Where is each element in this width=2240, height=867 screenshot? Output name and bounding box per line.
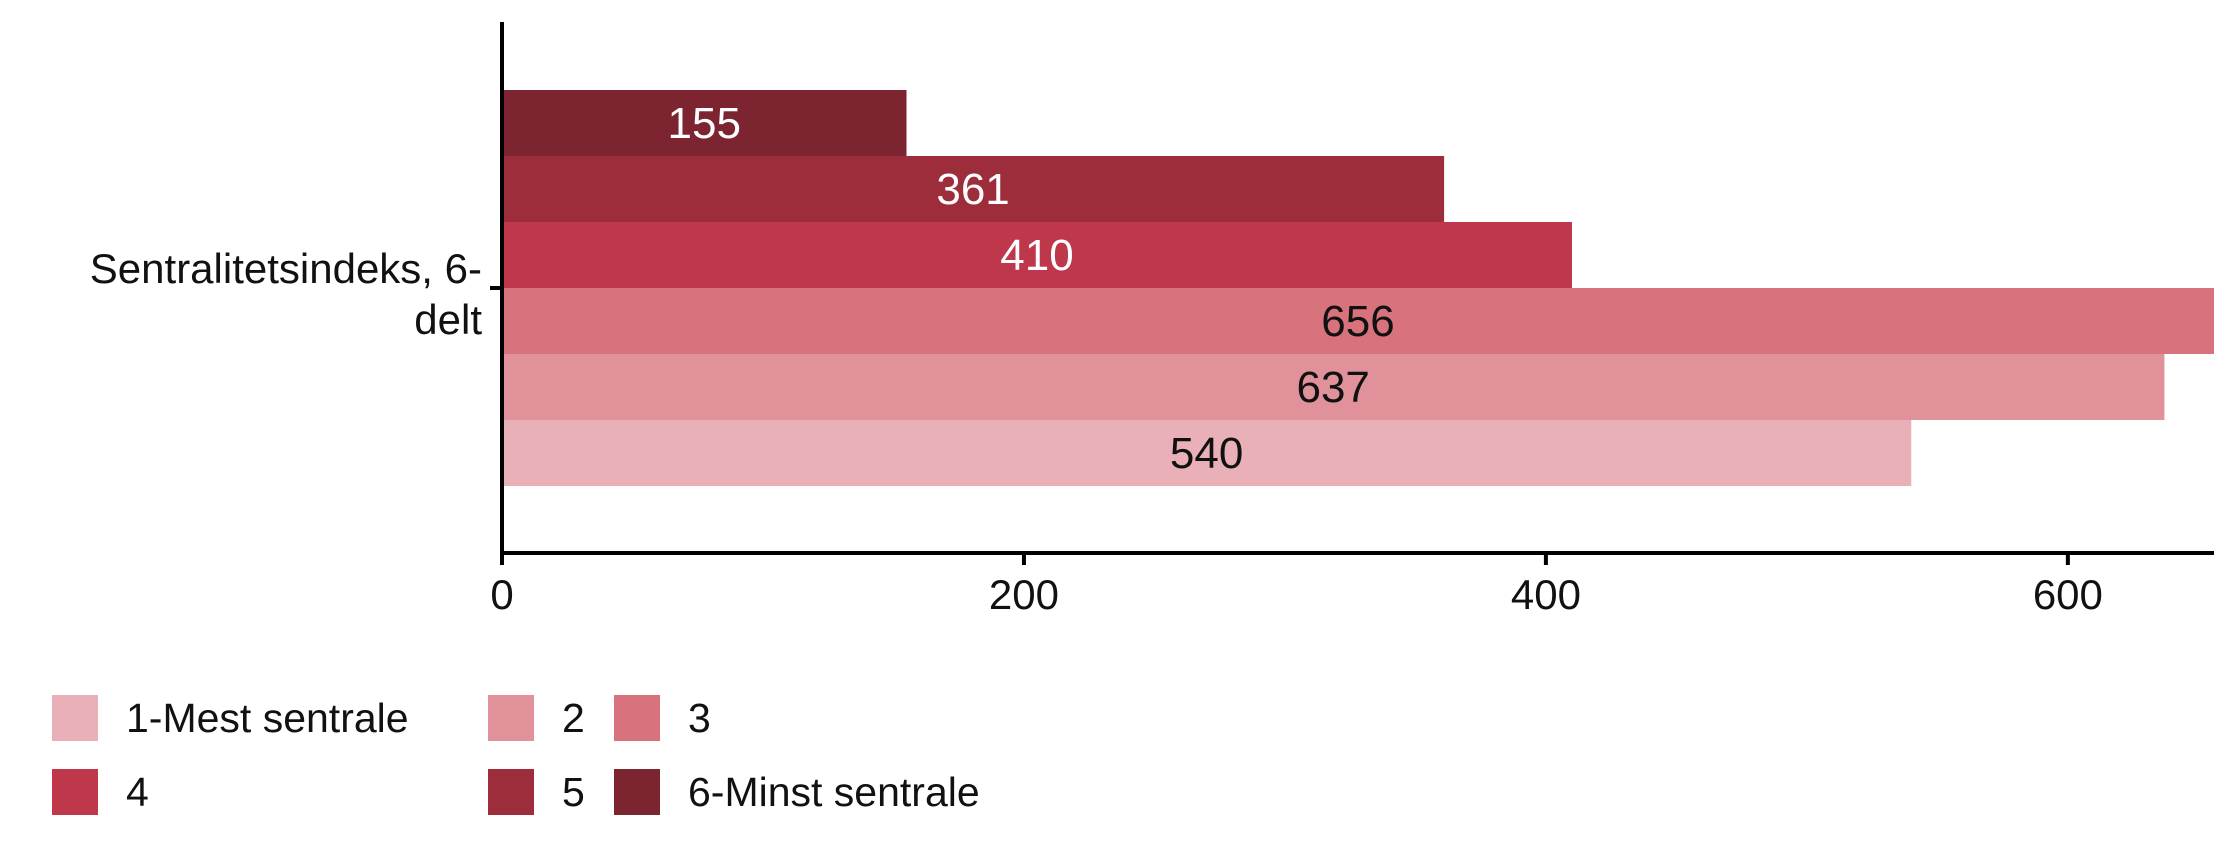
legend-label: 3 (688, 694, 711, 741)
legend-swatch (614, 695, 660, 741)
bar-value-label: 637 (1296, 363, 1369, 412)
bar-value-label: 155 (668, 99, 741, 148)
x-tick-label: 0 (490, 571, 513, 618)
legend-item: 5 (488, 768, 585, 816)
x-tick-label: 400 (1511, 571, 1581, 618)
legend-label: 6-Minst sentrale (688, 768, 980, 815)
legend-item: 6-Minst sentrale (614, 768, 980, 816)
bar-6 (502, 420, 1912, 486)
bar-5 (502, 354, 2165, 420)
bar-value-label: 410 (1000, 231, 1073, 280)
legend-swatch (488, 695, 534, 741)
legend-item: 3 (614, 694, 711, 742)
bar-1 (502, 90, 907, 156)
legend-label: 4 (126, 768, 149, 815)
legend-item: 4 (52, 768, 149, 816)
bar-3 (502, 222, 1572, 288)
bar-2 (502, 156, 1445, 222)
bar-value-label: 656 (1321, 297, 1394, 346)
legend-item: 1-Mest sentrale (52, 694, 409, 742)
x-tick-label: 600 (2033, 571, 2103, 618)
x-tick-label: 200 (989, 571, 1059, 618)
legend-swatch (52, 769, 98, 815)
bar-4 (502, 288, 2214, 354)
legend-label: 5 (562, 768, 585, 815)
legend-label: 1-Mest sentrale (126, 694, 409, 741)
legend-label: 2 (562, 694, 585, 741)
legend-swatch (52, 695, 98, 741)
legend-swatch (614, 769, 660, 815)
y-category-label-line-2: delt (414, 296, 482, 343)
bars-group (502, 90, 2214, 486)
x-ticks-group: 0 200 400 600 (490, 553, 2103, 618)
bar-labels-group: 155 361 410 656 637 540 (668, 99, 1395, 478)
bar-value-label: 540 (1170, 429, 1243, 478)
legend-swatch (488, 769, 534, 815)
legend-item: 2 (488, 694, 585, 742)
y-category-label-line-1: Sentralitetsindeks, 6- (90, 245, 482, 292)
bar-value-label: 361 (936, 165, 1009, 214)
